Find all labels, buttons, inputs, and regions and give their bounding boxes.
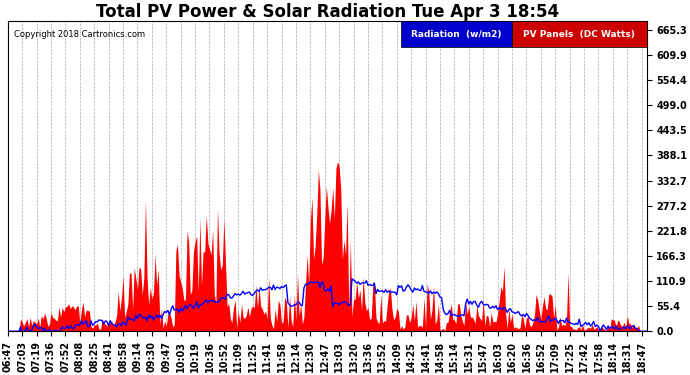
FancyBboxPatch shape — [513, 21, 647, 47]
Text: PV Panels  (DC Watts): PV Panels (DC Watts) — [524, 30, 635, 39]
Title: Total PV Power & Solar Radiation Tue Apr 3 18:54: Total PV Power & Solar Radiation Tue Apr… — [96, 3, 559, 21]
FancyBboxPatch shape — [401, 21, 513, 47]
Text: Copyright 2018 Cartronics.com: Copyright 2018 Cartronics.com — [14, 30, 146, 39]
Text: Radiation  (w/m2): Radiation (w/m2) — [411, 30, 502, 39]
